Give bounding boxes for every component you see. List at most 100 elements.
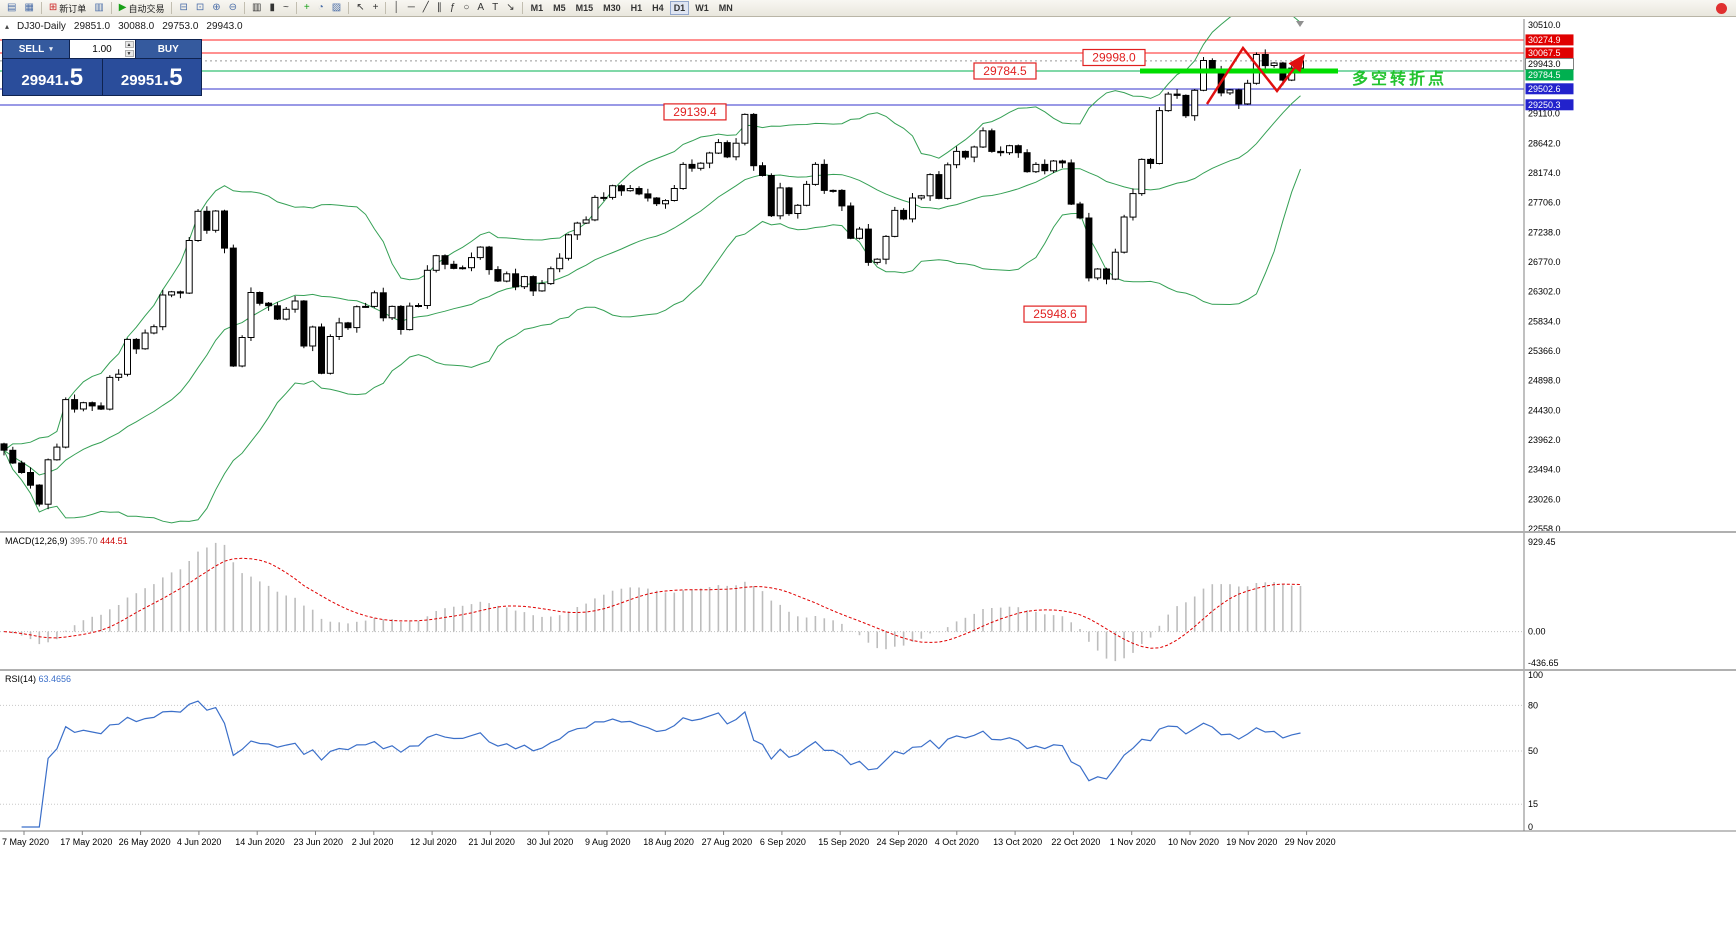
text-label-icon[interactable]: T: [489, 1, 501, 15]
candlestick-chart-icon[interactable]: ▮: [267, 1, 279, 15]
fibonacci-icon[interactable]: ƒ: [447, 1, 459, 15]
autotrade-button[interactable]: ▶ 自动交易: [116, 1, 168, 15]
tile-windows-icon[interactable]: ⊟: [176, 1, 190, 15]
svg-text:24 Sep 2020: 24 Sep 2020: [877, 837, 928, 847]
svg-text:29 Nov 2020: 29 Nov 2020: [1285, 837, 1336, 847]
tile-windows-icon: ⊟: [179, 2, 188, 13]
bollinger-bands: [3, 17, 1301, 524]
horizontal-line-icon[interactable]: ─: [405, 1, 418, 15]
channel-icon[interactable]: ∥: [434, 1, 445, 15]
new-chart-icon[interactable]: ▥: [91, 1, 106, 15]
chart-window: 29998.0 29784.5 29139.4 25948.6 多空转折点 30510.0…: [0, 17, 1736, 942]
buy-button[interactable]: BUY: [135, 40, 201, 58]
profiles-icon[interactable]: ▦: [21, 1, 36, 15]
price-annotation-labels[interactable]: 29998.0 29784.5 29139.4 25948.6: [663, 48, 1146, 323]
timeframe-m30-button[interactable]: M30: [603, 3, 621, 13]
candlestick-chart-icon: ▮: [269, 2, 276, 13]
svg-text:10 Nov 2020: 10 Nov 2020: [1168, 837, 1219, 847]
autotrade-button-label: 自动交易: [128, 3, 165, 14]
toolbar-separator: [348, 2, 350, 14]
line-chart-icon: ~: [283, 2, 289, 13]
order-type-dropdown-icon[interactable]: ▾: [49, 46, 53, 53]
candlestick-series[interactable]: [0, 49, 1304, 510]
crosshair-icon[interactable]: +: [370, 1, 382, 15]
zoom-out-icon[interactable]: ⊖: [226, 1, 240, 15]
timeframe-h4-button[interactable]: H4: [652, 3, 664, 13]
svg-text:18 Aug 2020: 18 Aug 2020: [643, 837, 694, 847]
collapse-icon[interactable]: ▴: [5, 22, 10, 31]
timeframe-w1-button[interactable]: W1: [695, 3, 709, 13]
volume-down-button[interactable]: ▼: [124, 50, 134, 57]
svg-text:4 Oct 2020: 4 Oct 2020: [935, 837, 979, 847]
rsi-name: RSI(14): [5, 674, 37, 684]
svg-text:23494.0: 23494.0: [1528, 465, 1561, 475]
svg-text:22558.0: 22558.0: [1528, 524, 1561, 534]
svg-text:100: 100: [1528, 670, 1543, 680]
fibonacci-icon: ƒ: [449, 2, 456, 13]
toolbar-separator: [110, 2, 112, 14]
horizontal-level-lines[interactable]: [0, 39, 1524, 106]
indicators-icon[interactable]: +: [301, 1, 313, 15]
price-scale[interactable]: 30510.0 29110.0 28642.0 28174.0 27706.0 27238…: [1523, 19, 1574, 831]
svg-text:6 Sep 2020: 6 Sep 2020: [760, 837, 806, 847]
low-value: 29753.0: [162, 21, 199, 32]
new-chart-icon: ▥: [94, 2, 104, 13]
svg-text:12 Jul 2020: 12 Jul 2020: [410, 837, 457, 847]
sell-button[interactable]: SELL ▾: [3, 40, 70, 58]
volume-input[interactable]: 1.00 ▲ ▼: [69, 40, 136, 58]
chart-canvas[interactable]: 29998.0 29784.5 29139.4 25948.6 多空转折点 30510.0…: [0, 17, 1736, 942]
timeframe-m15-button[interactable]: M15: [575, 3, 594, 13]
svg-text:28642.0: 28642.0: [1528, 138, 1561, 148]
svg-text:14 Jun 2020: 14 Jun 2020: [235, 837, 285, 847]
text-icon: A: [477, 2, 485, 13]
new-order-button-icon: ⊞: [48, 2, 58, 13]
time-axis[interactable]: 7 May 2020 17 May 2020 26 May 2020 4 Jun 20…: [0, 830, 1736, 847]
channel-icon: ∥: [436, 2, 442, 13]
svg-text:80: 80: [1528, 700, 1538, 710]
timeframe-m5-button[interactable]: M5: [553, 3, 566, 13]
svg-text:19 Nov 2020: 19 Nov 2020: [1226, 837, 1277, 847]
svg-text:4 Jun 2020: 4 Jun 2020: [177, 837, 222, 847]
buy-price[interactable]: 29951 .5: [102, 59, 201, 95]
periods-icon[interactable]: ◔: [315, 1, 327, 15]
svg-text:26302.0: 26302.0: [1528, 287, 1561, 297]
panel-separator[interactable]: [0, 669, 1736, 671]
zoom-in-icon[interactable]: ⊕: [209, 1, 223, 15]
trendline-icon[interactable]: ╱: [420, 1, 432, 15]
sell-price[interactable]: 29941 .5: [3, 59, 103, 95]
new-order-button[interactable]: ⊞ 新订单: [46, 1, 89, 15]
text-icon[interactable]: A: [474, 1, 487, 15]
timeframe-mn-button[interactable]: MN: [718, 3, 733, 13]
buy-price-main: 29951: [120, 72, 163, 89]
arrows-icon[interactable]: ↘: [503, 1, 517, 15]
charts-window-icon[interactable]: ▤: [4, 1, 19, 15]
panel-separator[interactable]: [0, 531, 1736, 533]
svg-text:28174.0: 28174.0: [1528, 168, 1561, 178]
macd-main-value: 395.70: [70, 536, 98, 546]
cascade-windows-icon[interactable]: ⊡: [193, 1, 207, 15]
trend-zigzag-drawing[interactable]: [1205, 45, 1306, 105]
svg-text:0: 0: [1528, 822, 1533, 832]
open-value: 29851.0: [73, 21, 111, 32]
volume-up-button[interactable]: ▲: [124, 41, 134, 48]
chart-shift-marker-icon: [1296, 21, 1304, 27]
vertical-line-icon[interactable]: │: [390, 1, 402, 15]
line-chart-icon[interactable]: ~: [280, 1, 292, 15]
shapes-icon[interactable]: ○: [460, 1, 472, 15]
timeframe-m1-button[interactable]: M1: [530, 3, 544, 13]
sell-price-big: .5: [63, 64, 84, 91]
main-toolbar: ▤ ▦ ⊞ 新订单 ▥ ▶ 自动交易 ⊟ ⊡ ⊕ ⊖ ▥ ▮ ~ + ◔ ▨ ↖ + │ ─ ╱ ∥ ƒ ○ A T ↘ M1 M5 M15…: [0, 0, 1736, 17]
svg-text:13 Oct 2020: 13 Oct 2020: [993, 837, 1042, 847]
rsi-panel[interactable]: 100 80 50 15 0: [0, 670, 1543, 832]
cursor-icon: ↖: [356, 2, 365, 13]
bar-chart-icon[interactable]: ▥: [249, 1, 264, 15]
templates-icon[interactable]: ▨: [329, 1, 344, 15]
cursor-icon[interactable]: ↖: [353, 1, 367, 15]
cascade-windows-icon: ⊡: [195, 2, 205, 13]
timeframe-d1-button[interactable]: D1: [669, 1, 690, 15]
macd-panel[interactable]: 929.45 0.00 -436.65: [0, 537, 1559, 668]
rsi-value: 63.4656: [38, 674, 72, 684]
svg-text:30274.9: 30274.9: [1528, 35, 1561, 45]
timeframe-h1-button[interactable]: H1: [630, 3, 643, 13]
note-text[interactable]: 多空转折点: [1352, 69, 1447, 88]
